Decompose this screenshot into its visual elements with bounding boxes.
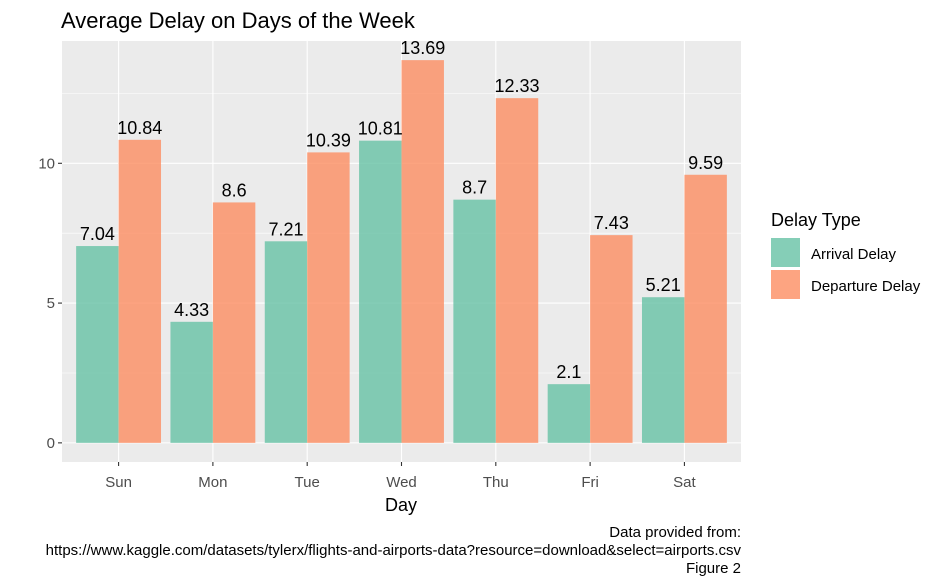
y-tick-label: 10 xyxy=(38,155,55,172)
caption: Data provided from: https://www.kaggle.c… xyxy=(46,524,742,577)
y-tick-label: 0 xyxy=(47,435,55,452)
data-label-arrival-delay-sat: 5.21 xyxy=(646,275,681,295)
bar-arrival-delay-mon xyxy=(170,321,213,443)
bar-arrival-delay-sat xyxy=(641,297,685,443)
bar-departure-delay-sat xyxy=(684,174,727,443)
data-label-departure-delay-tue: 10.39 xyxy=(306,130,351,150)
x-tick-label-thu: Thu xyxy=(483,474,509,491)
legend-label-arrival-delay: Arrival Delay xyxy=(811,246,897,263)
x-tick-label-wed: Wed xyxy=(386,474,417,491)
data-label-departure-delay-sun: 10.84 xyxy=(117,118,162,138)
x-axis: Sun Mon Tue Wed Thu Fri Sat xyxy=(105,462,697,491)
bar-departure-delay-fri xyxy=(590,235,633,443)
y-axis: 0 5 10 xyxy=(38,155,62,452)
data-label-arrival-delay-thu: 8.7 xyxy=(462,178,487,198)
data-label-departure-delay-sat: 9.59 xyxy=(688,153,723,173)
bar-arrival-delay-wed xyxy=(359,140,402,443)
data-label-arrival-delay-tue: 7.21 xyxy=(268,219,303,239)
bar-arrival-delay-tue xyxy=(264,241,308,443)
bars xyxy=(76,60,727,443)
caption-line-url: https://www.kaggle.com/datasets/tylerx/f… xyxy=(46,542,742,559)
data-label-departure-delay-wed: 13.69 xyxy=(400,38,445,58)
bar-departure-delay-wed xyxy=(401,60,444,443)
data-label-arrival-delay-fri: 2.1 xyxy=(556,362,581,382)
data-label-departure-delay-mon: 8.6 xyxy=(222,180,247,200)
chart-title: Average Delay on Days of the Week xyxy=(61,8,416,33)
caption-line-source: Data provided from: xyxy=(609,524,741,541)
bar-arrival-delay-sun xyxy=(76,246,119,443)
legend-title: Delay Type xyxy=(771,210,861,230)
x-tick-label-sun: Sun xyxy=(105,474,132,491)
data-labels: 7.04 4.33 7.21 10.81 8.7 2.1 5.21 10.84 8.6 10.39… xyxy=(80,38,723,382)
legend-key-departure-delay xyxy=(771,270,800,299)
data-label-arrival-delay-wed: 10.81 xyxy=(358,119,403,139)
legend: Delay Type Arrival Delay Departure Delay xyxy=(771,210,921,299)
y-tick-label: 5 xyxy=(47,295,55,312)
data-label-departure-delay-fri: 7.43 xyxy=(594,213,629,233)
caption-line-figure: Figure 2 xyxy=(686,560,741,577)
x-tick-label-fri: Fri xyxy=(581,474,599,491)
bar-departure-delay-tue xyxy=(307,152,350,443)
legend-label-departure-delay: Departure Delay xyxy=(811,278,921,295)
x-tick-label-tue: Tue xyxy=(295,474,320,491)
x-tick-label-sat: Sat xyxy=(673,474,696,491)
legend-key-arrival-delay xyxy=(771,238,800,267)
data-label-departure-delay-thu: 12.33 xyxy=(495,76,540,96)
data-label-arrival-delay-sun: 7.04 xyxy=(80,224,115,244)
x-tick-label-mon: Mon xyxy=(198,474,227,491)
x-axis-title: Day xyxy=(385,495,417,515)
bar-departure-delay-mon xyxy=(212,202,256,443)
data-label-arrival-delay-mon: 4.33 xyxy=(174,300,209,320)
bar-arrival-delay-fri xyxy=(547,384,591,443)
bar-departure-delay-thu xyxy=(495,98,539,443)
bar-arrival-delay-thu xyxy=(453,199,496,443)
bar-departure-delay-sun xyxy=(118,139,162,443)
